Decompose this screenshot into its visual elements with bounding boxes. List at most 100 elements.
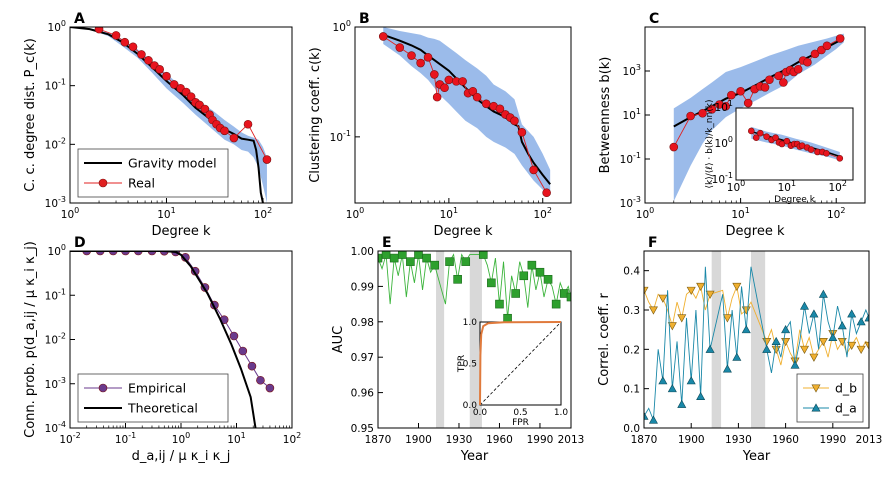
panel-c: 100 101 102 10-3 10-1 101 103 C Degree k Betweenn… xyxy=(598,11,866,239)
data-point xyxy=(510,116,519,126)
x-tick-label: 102 xyxy=(254,206,272,221)
legend: d_b d_a xyxy=(796,373,864,423)
data-point xyxy=(395,43,405,52)
data-point xyxy=(856,317,866,326)
data-point xyxy=(111,31,121,40)
data-point xyxy=(771,336,781,345)
panel-e: 1870 1900 1930 1960 1990 2013 0.95 0.96 0.97 0.98… xyxy=(331,235,584,464)
data-point xyxy=(722,314,732,323)
data-point xyxy=(543,275,553,284)
y-tick-label: 10-2 xyxy=(45,136,66,151)
data-point xyxy=(461,257,471,266)
data-point xyxy=(247,361,257,371)
data-point xyxy=(698,108,707,118)
data-point xyxy=(743,98,753,108)
data-point xyxy=(803,57,812,67)
data-point xyxy=(669,142,679,152)
x-tick-label: 10-2 xyxy=(59,431,80,446)
data-point xyxy=(94,27,104,34)
data-point xyxy=(423,52,433,62)
data-point xyxy=(381,251,391,259)
data-point xyxy=(762,344,772,353)
data-point xyxy=(667,384,677,393)
x-axis-label: Degree k xyxy=(434,224,493,239)
x-axis-label: Year xyxy=(742,449,771,464)
inset-y-tick-label: 100 xyxy=(715,135,733,150)
x-tick-label: 102 xyxy=(827,206,845,221)
data-point xyxy=(200,104,210,114)
data-point xyxy=(128,42,138,52)
inset-data-point xyxy=(772,134,779,141)
y-tick-label: 0.0 xyxy=(623,423,640,435)
x-tick-label: 102 xyxy=(534,206,552,221)
data-point xyxy=(229,133,239,143)
x-axis-label: Year xyxy=(460,449,489,464)
data-point xyxy=(864,313,869,322)
data-point xyxy=(644,286,649,295)
data-point xyxy=(481,99,491,109)
data-point xyxy=(458,77,467,86)
panel-letter: C xyxy=(649,11,659,27)
data-point xyxy=(422,253,431,263)
y-tick-label: 10-2 xyxy=(45,332,66,347)
data-point xyxy=(453,275,462,284)
roc-curve xyxy=(479,321,562,406)
data-point xyxy=(238,346,248,356)
x-tick-label: 1960 xyxy=(772,434,799,446)
data-point xyxy=(519,271,529,281)
data-point xyxy=(779,78,788,87)
legend-box xyxy=(77,373,229,423)
data-point xyxy=(265,383,275,393)
x-tick-label: 1870 xyxy=(365,434,392,446)
inset-roc: 0.0 0.5 1.0 0.0 0.5 1.0 FPR TPR xyxy=(457,318,568,428)
y-tick-label: 0.97 xyxy=(351,352,374,364)
data-point xyxy=(732,282,742,292)
data-point xyxy=(790,360,800,369)
data-point xyxy=(440,83,449,93)
inset-y-tick-label: 0.0 xyxy=(463,401,478,411)
x-tick-label: 100 xyxy=(172,431,190,446)
data-point xyxy=(644,411,649,420)
inset-y-tick-label: 101 xyxy=(715,99,733,114)
data-point xyxy=(667,322,677,331)
x-tick-label: 102 xyxy=(283,431,301,446)
inset-x-tick-label: 0.0 xyxy=(473,408,488,418)
data-point xyxy=(822,41,832,51)
inset-x-label: FPR xyxy=(512,418,529,428)
data-point xyxy=(220,126,229,136)
model-range-band xyxy=(673,33,844,202)
x-tick-label: 1990 xyxy=(819,434,846,446)
data-point xyxy=(120,37,130,47)
data-point xyxy=(810,49,820,59)
plot-area xyxy=(378,251,571,428)
data-point xyxy=(686,111,695,121)
data-point xyxy=(847,341,857,351)
data-point xyxy=(414,251,423,259)
inset-data-point xyxy=(778,140,786,148)
data-point xyxy=(397,251,407,259)
data-point xyxy=(677,399,687,408)
panel-f: 1870 1900 1930 1960 1990 2013 0.0 0.1 0.2 0.3 0.4 F… xyxy=(597,235,882,464)
legend-label: Theoretical xyxy=(127,401,198,416)
data-point xyxy=(799,301,809,310)
y-tick-label: 0.4 xyxy=(623,266,640,278)
data-point xyxy=(809,309,819,318)
data-point xyxy=(517,128,527,137)
data-point xyxy=(648,306,658,315)
y-axis-label: AUC xyxy=(331,326,346,354)
data-point xyxy=(503,313,512,323)
legend-marker xyxy=(98,383,108,393)
inset-x-tick-label: 1.0 xyxy=(554,408,569,418)
data-point xyxy=(774,71,783,81)
data-point xyxy=(406,257,415,266)
y-tick-label: 10-1 xyxy=(45,78,66,93)
war-period-band xyxy=(750,251,766,428)
panel-letter: A xyxy=(74,11,85,27)
x-tick-label: 101 xyxy=(440,206,458,221)
data-point xyxy=(155,65,164,74)
panel-a: 100 101 102 10-3 10-2 10-1 100 A Degree k C. c. d… xyxy=(23,11,293,239)
data-point xyxy=(658,376,668,385)
x-axis-label: Degree k xyxy=(726,224,785,239)
inset-data-point xyxy=(763,133,770,140)
